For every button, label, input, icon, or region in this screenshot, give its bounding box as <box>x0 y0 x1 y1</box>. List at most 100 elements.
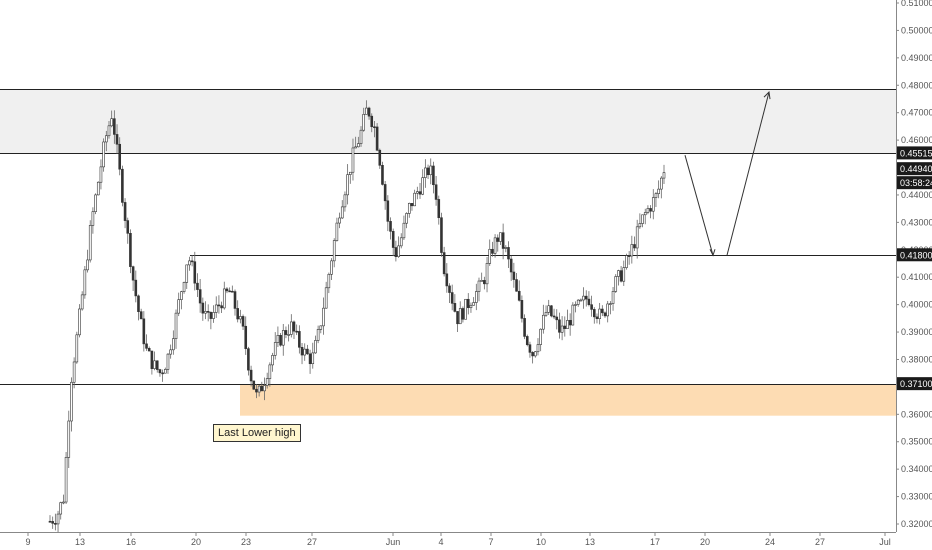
candle <box>662 164 666 184</box>
candle-body <box>458 308 462 325</box>
candle <box>483 276 486 290</box>
level-badge-text: 0.45515 <box>900 148 932 158</box>
candle <box>555 309 559 330</box>
candle <box>319 325 323 334</box>
candle <box>271 352 274 372</box>
candle-body <box>217 304 221 307</box>
candle-body <box>48 520 52 523</box>
candle <box>421 169 424 196</box>
candle-body <box>547 305 551 313</box>
candle <box>383 181 387 210</box>
candle <box>362 107 366 132</box>
candle-body <box>622 267 626 282</box>
candle <box>185 264 189 289</box>
candle <box>241 314 245 331</box>
candle-body <box>587 298 591 305</box>
candle <box>477 277 481 302</box>
candle-body <box>571 304 575 326</box>
candle <box>83 265 87 299</box>
candle <box>466 293 470 315</box>
candle-body <box>198 289 202 304</box>
candle <box>568 313 572 336</box>
candle <box>375 123 379 152</box>
candle-body <box>206 311 210 313</box>
zones-layer <box>0 89 896 416</box>
candle <box>501 223 505 260</box>
candle-body <box>59 502 63 515</box>
candle <box>314 335 317 354</box>
x-tick-label: 9 <box>25 537 30 547</box>
candle-body <box>504 247 508 249</box>
candle-body <box>523 318 526 337</box>
candle-body <box>611 291 615 304</box>
candle <box>517 280 521 302</box>
candle <box>579 298 583 302</box>
candle <box>391 228 395 257</box>
candle-body <box>150 350 154 369</box>
candle-body <box>531 352 534 357</box>
candle-body <box>169 349 172 355</box>
candle <box>354 136 357 149</box>
candle <box>193 251 197 291</box>
y-tick-label: 0.38000 <box>901 354 932 364</box>
candle-body <box>477 280 481 292</box>
candle <box>142 311 146 352</box>
candle <box>201 297 205 321</box>
candle <box>118 137 122 176</box>
candle <box>316 325 320 344</box>
candle <box>86 249 89 273</box>
candle-body <box>582 295 585 301</box>
candle <box>260 381 264 392</box>
candle <box>512 262 516 288</box>
candle <box>196 273 199 298</box>
candle-body <box>606 303 609 317</box>
candle <box>308 349 312 374</box>
candle-body <box>424 167 427 178</box>
candle-body <box>362 114 366 131</box>
candle <box>601 305 604 317</box>
candle <box>121 165 124 207</box>
candle <box>273 332 277 360</box>
candle-body <box>126 220 130 234</box>
candle <box>113 110 116 144</box>
candle <box>306 344 309 355</box>
x-tick-label: 20 <box>191 537 201 547</box>
candle <box>542 304 545 334</box>
candle-body <box>381 165 384 185</box>
candle <box>499 232 502 245</box>
x-tick-label: 16 <box>126 537 136 547</box>
candle-body <box>469 304 473 309</box>
candle-body <box>625 255 628 268</box>
candle-body <box>75 334 79 363</box>
candle-body <box>255 388 258 393</box>
candle <box>603 311 607 318</box>
countdown-badge-bg <box>897 176 932 190</box>
candle-body <box>99 166 103 183</box>
candle <box>394 240 398 262</box>
candle-body <box>300 347 304 356</box>
level-badge-bg <box>897 377 932 391</box>
candle-body <box>635 226 639 249</box>
candle-body <box>209 311 213 319</box>
time-axis[interactable]: 9 13 16 20 23 27 Jun 4 7 10 13 17 20 24 27 Jul <box>0 532 896 547</box>
candle <box>654 192 658 207</box>
candle-body <box>429 165 433 176</box>
candle-body <box>64 457 68 503</box>
candle <box>88 220 92 263</box>
candle-body <box>145 343 148 349</box>
candle-body <box>257 385 261 393</box>
candle-body <box>448 285 451 293</box>
candle-body <box>536 344 540 353</box>
candle <box>91 207 95 234</box>
candle <box>595 313 599 324</box>
candle <box>257 384 261 397</box>
candle <box>190 255 194 267</box>
candle-body <box>319 325 323 330</box>
candle-body <box>520 300 524 319</box>
candles-layer <box>48 100 666 533</box>
x-tick-label: 13 <box>75 537 85 547</box>
candle-body <box>638 223 642 228</box>
candle <box>627 251 631 265</box>
candle <box>367 106 371 120</box>
